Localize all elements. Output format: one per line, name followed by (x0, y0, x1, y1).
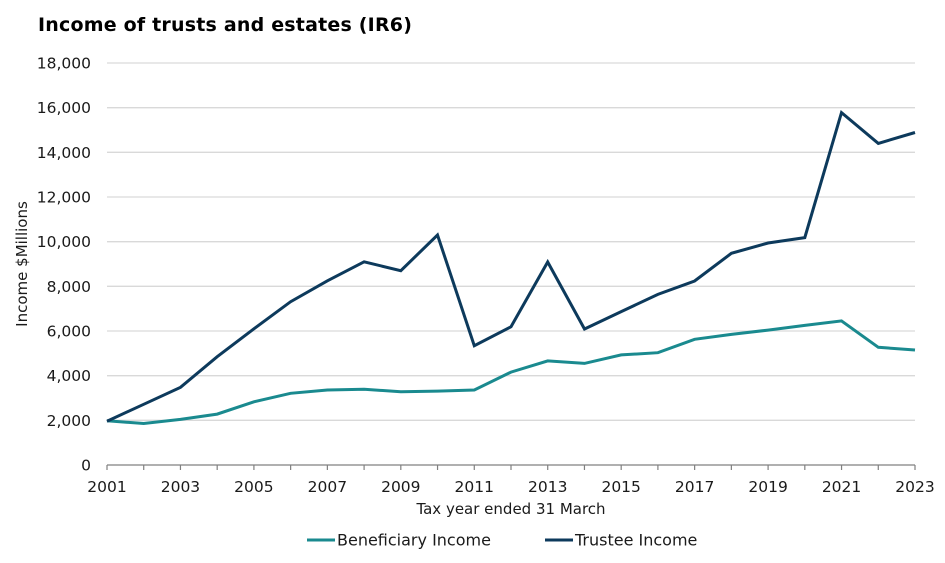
legend-label: Trustee Income (574, 531, 697, 550)
y-tick-label: 6,000 (47, 323, 91, 341)
x-tick-label: 2007 (308, 478, 347, 496)
x-tick-label: 2019 (748, 478, 787, 496)
x-tick-label: 2001 (87, 478, 126, 496)
legend-item-beneficiary-income: Beneficiary Income (307, 531, 491, 550)
x-tick-label: 2017 (675, 478, 714, 496)
y-tick-label: 14,000 (37, 144, 91, 162)
y-tick-label: 12,000 (37, 189, 91, 207)
legend-label: Beneficiary Income (337, 531, 491, 550)
chart-title: Income of trusts and estates (IR6) (38, 14, 413, 36)
x-axis (106, 464, 916, 470)
x-tick-label: 2005 (234, 478, 273, 496)
x-tick-label: 2009 (381, 478, 420, 496)
y-tick-label: 0 (81, 457, 91, 475)
y-tick-label: 8,000 (47, 278, 91, 296)
y-tick-label: 4,000 (47, 367, 91, 385)
x-tick-label: 2021 (822, 478, 861, 496)
x-tick-label: 2023 (895, 478, 934, 496)
series-lines (106, 109, 916, 426)
x-tick-label: 2003 (161, 478, 200, 496)
y-tick-label: 16,000 (37, 99, 91, 117)
series-line-beneficiary-income (106, 319, 916, 426)
y-axis-title: Income $Millions (13, 201, 31, 327)
y-tick-label: 18,000 (37, 55, 91, 73)
y-axis-tick-labels: 0 2,000 4,000 6,000 8,000 10,000 12,000 14,000 1… (37, 55, 91, 475)
y-tick-label: 2,000 (47, 412, 91, 430)
series-line-trustee-income (106, 109, 916, 423)
x-tick-label: 2011 (455, 478, 494, 496)
x-tick-label: 2015 (601, 478, 640, 496)
x-axis-title: Tax year ended 31 March (415, 500, 605, 518)
legend-item-trustee-income: Trustee Income (545, 531, 697, 550)
y-tick-label: 10,000 (37, 233, 91, 251)
x-tick-label: 2013 (528, 478, 567, 496)
gridlines (107, 62, 915, 421)
x-axis-tick-labels: 2001 2003 2005 2007 2009 2011 2013 2015 2017 2019… (87, 478, 934, 496)
legend: Beneficiary Income Trustee Income (307, 531, 697, 550)
